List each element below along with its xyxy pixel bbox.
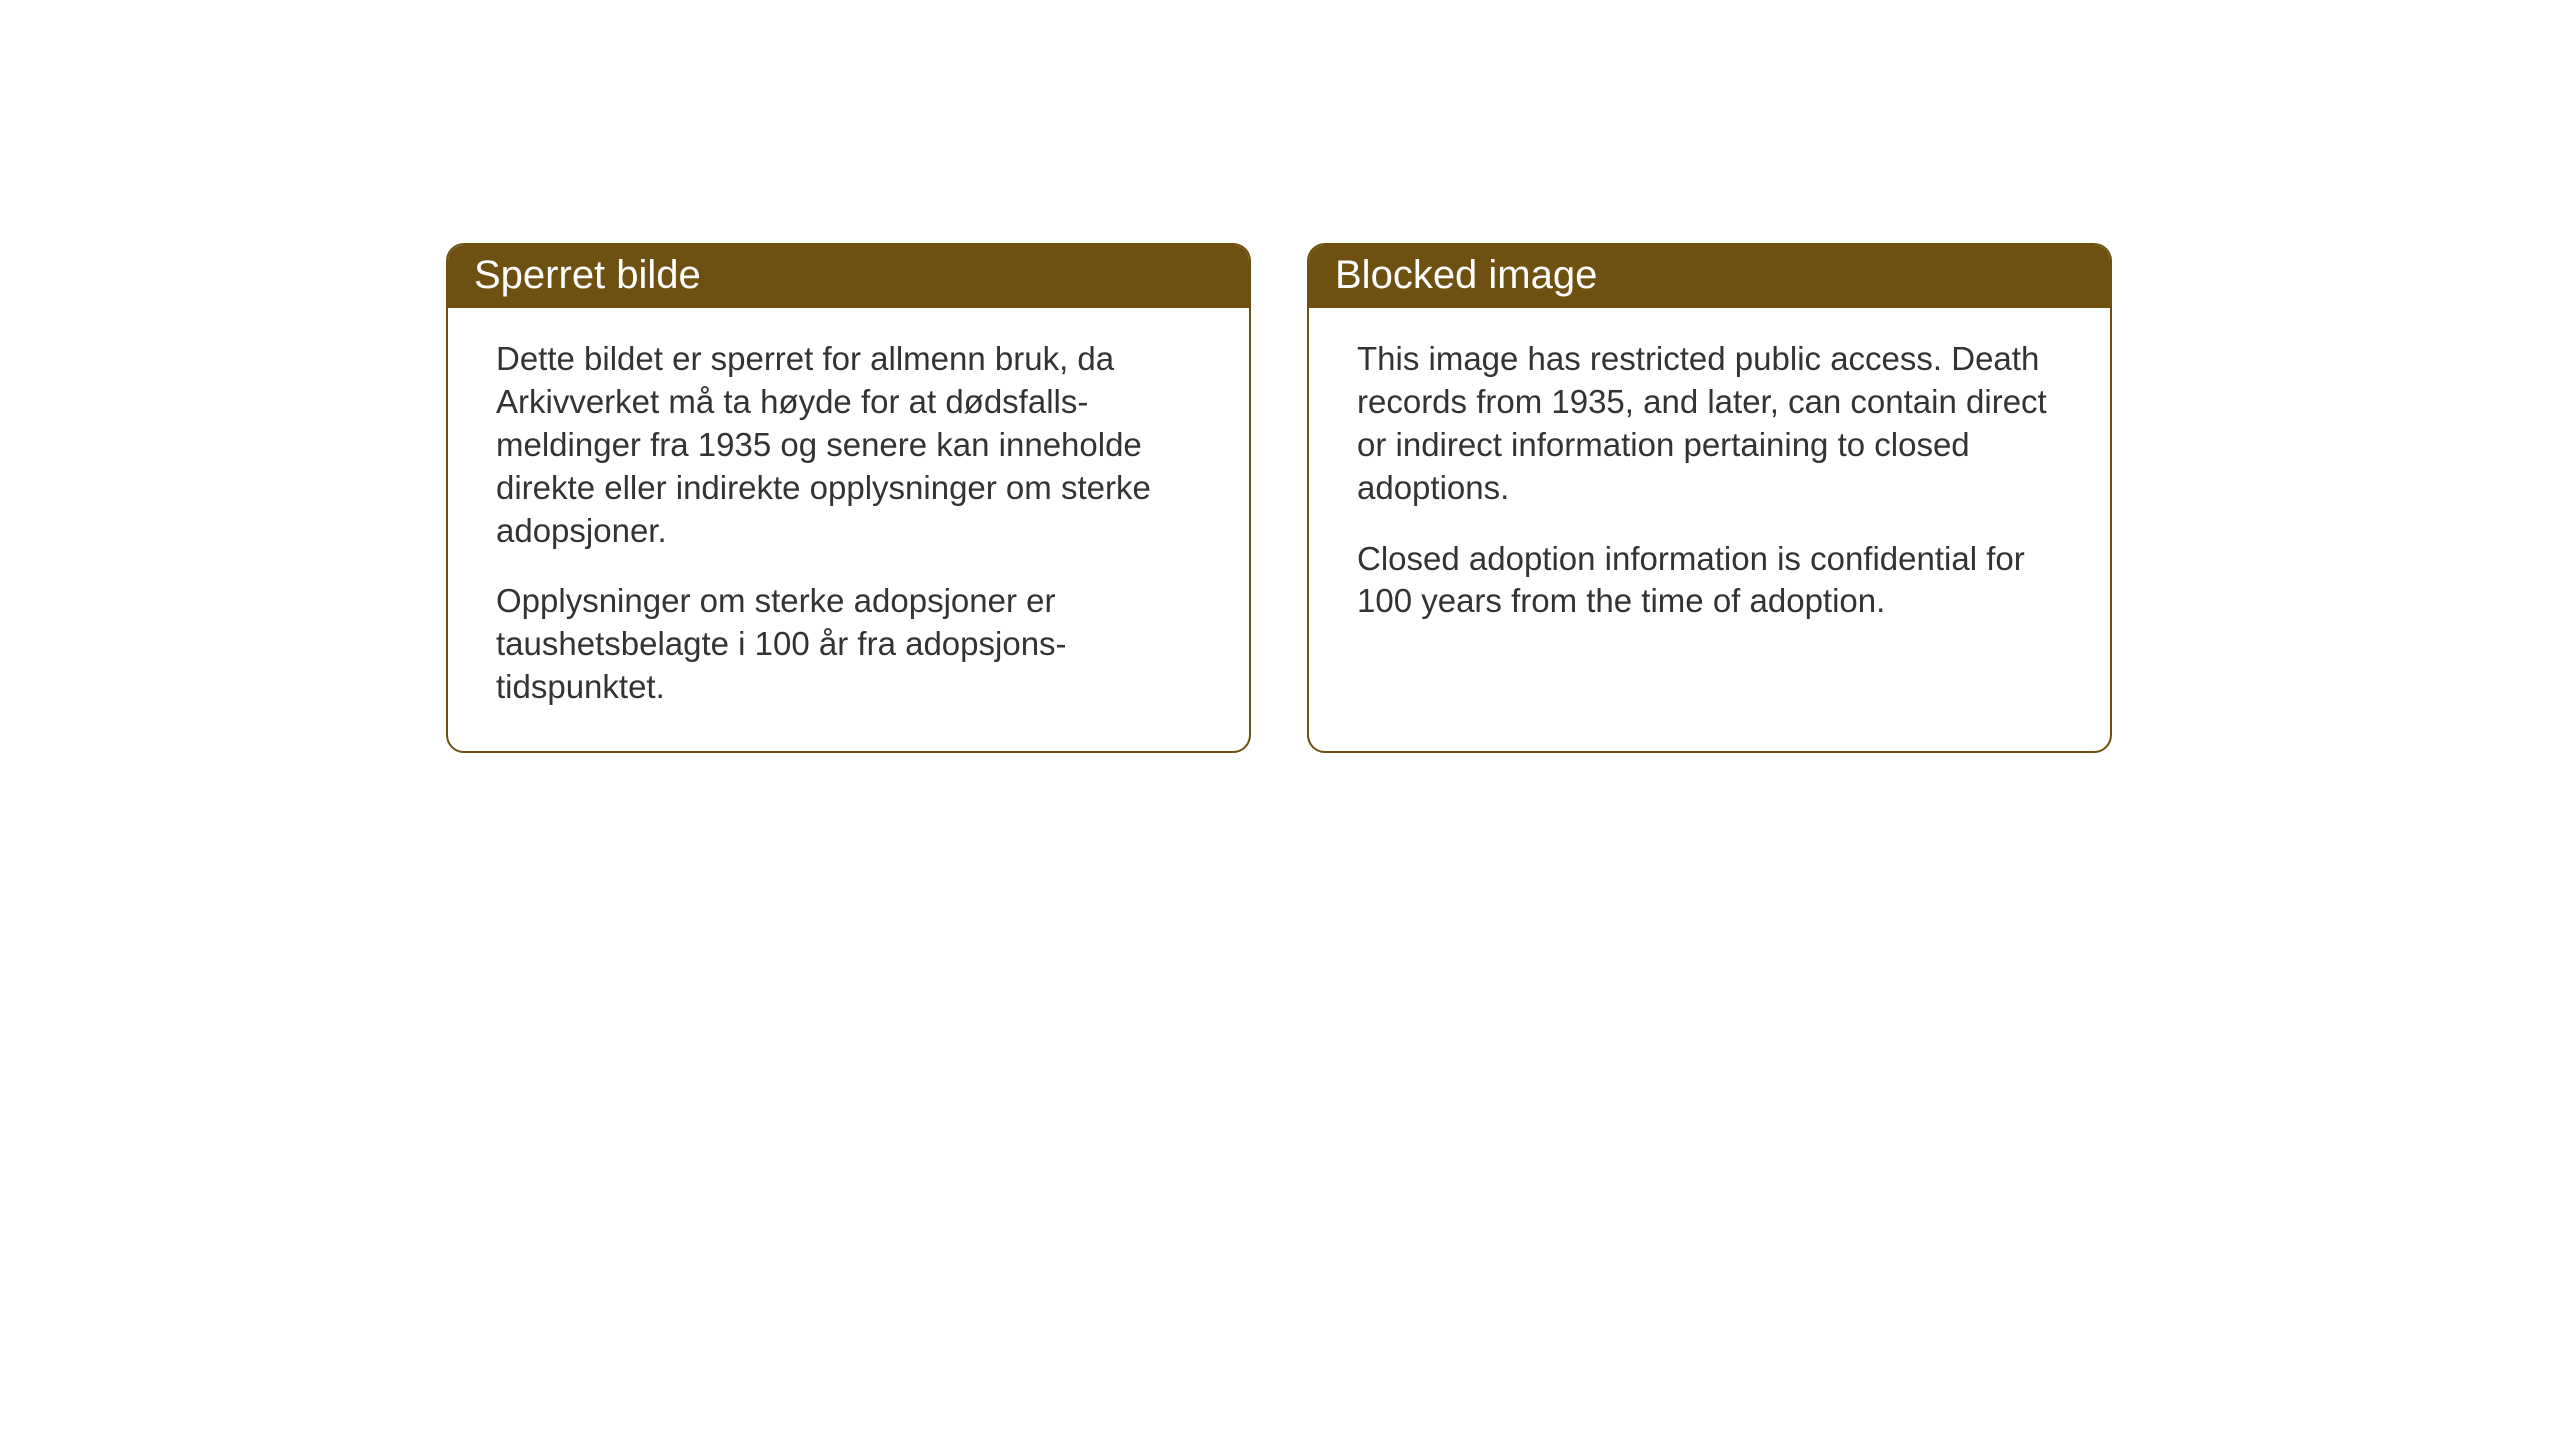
card-english-header: Blocked image [1309, 245, 2110, 308]
card-norwegian-title: Sperret bilde [474, 253, 701, 297]
card-norwegian-paragraph-1: Dette bildet er sperret for allmenn bruk… [496, 338, 1209, 552]
card-norwegian-header: Sperret bilde [448, 245, 1249, 308]
card-norwegian-body: Dette bildet er sperret for allmenn bruk… [448, 308, 1249, 749]
card-norwegian-paragraph-2: Opplysninger om sterke adopsjoner er tau… [496, 580, 1209, 709]
cards-container: Sperret bilde Dette bildet er sperret fo… [446, 243, 2112, 753]
card-english: Blocked image This image has restricted … [1307, 243, 2112, 753]
card-norwegian: Sperret bilde Dette bildet er sperret fo… [446, 243, 1251, 753]
card-english-paragraph-1: This image has restricted public access.… [1357, 338, 2070, 510]
card-english-title: Blocked image [1335, 253, 1597, 297]
card-english-body: This image has restricted public access.… [1309, 308, 2110, 663]
card-english-paragraph-2: Closed adoption information is confident… [1357, 538, 2070, 624]
